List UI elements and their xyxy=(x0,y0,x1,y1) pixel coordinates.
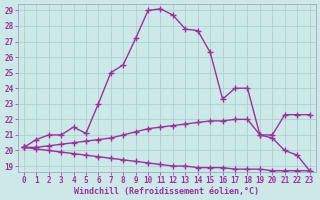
X-axis label: Windchill (Refroidissement éolien,°C): Windchill (Refroidissement éolien,°C) xyxy=(74,187,259,196)
